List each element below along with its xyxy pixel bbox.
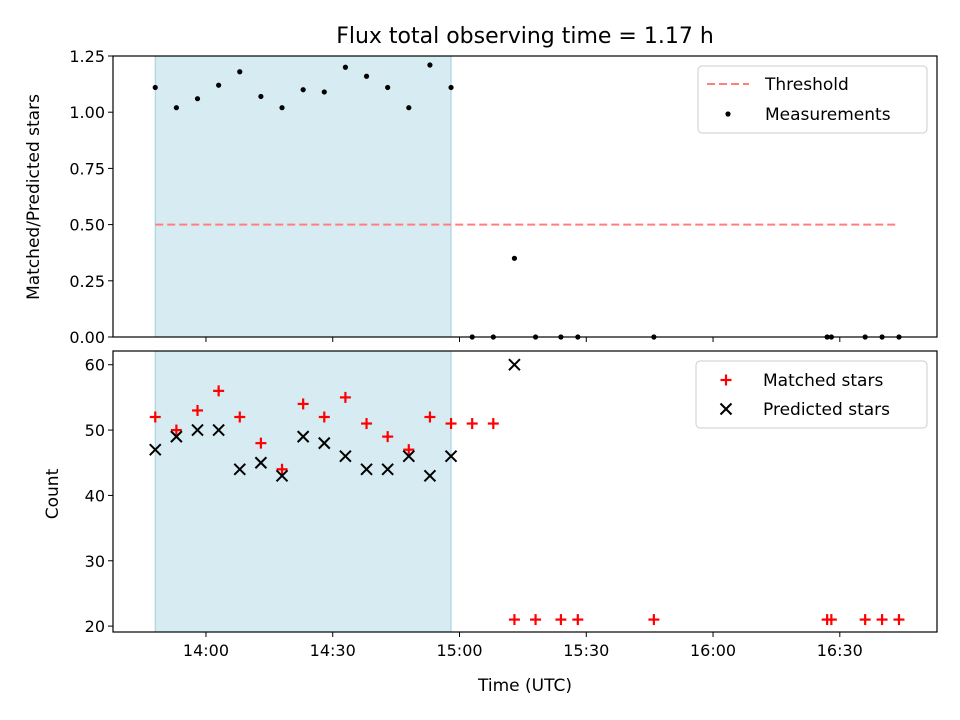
panel-2-series-2-point-6-b: [254, 456, 268, 469]
panel-2-ytick-label-2: 30: [85, 552, 105, 571]
panel-2-observing-window: [154, 350, 452, 633]
panel-2-series-2-point-15-b: [444, 450, 458, 463]
panel-1-legend-threshold-label: Threshold: [764, 75, 849, 95]
panel-2-xtick-label-2: 14:30: [310, 641, 356, 660]
panel-1-series-1-point-5: [237, 69, 243, 75]
panel-2-series-2-point-12-b: [381, 463, 394, 476]
panel-1-series-1-point-4: [216, 82, 222, 88]
panel-2-ytick-label-1: 20: [85, 617, 105, 636]
panel-1-series-1-point-10: [342, 64, 349, 70]
x-axis-label: Time (UTC): [477, 676, 572, 696]
panel-2-legend-predicted-swatch-b: [719, 402, 733, 416]
panel-1-ytick-label-4: 0.75: [69, 159, 105, 178]
panel-2-series-2-point-11-b: [360, 463, 373, 476]
panel-1-ytick-label-2: 0.25: [69, 272, 105, 291]
bottom-y-axis-label: Count: [43, 468, 63, 519]
panel-2-xtick-label-6: 16:30: [817, 641, 863, 660]
panel-1-series-1-point-11: [363, 73, 370, 79]
panel-1-series-1-point-9: [321, 89, 327, 95]
panel-1-legend-measurements-label: Measurements: [765, 105, 891, 125]
panel-2-series-2-point-10-b: [339, 450, 352, 463]
panel-1-observing-window: [154, 55, 452, 338]
panel-2-series-2-point-8-b: [296, 430, 310, 443]
panel-1-series-1-point-1: [152, 84, 158, 91]
panel-2-xtick-label-5: 16:00: [690, 641, 736, 660]
panel-2-legend-matched-label: Matched stars: [763, 371, 883, 391]
panel-2-series-2-point-16-b: [508, 358, 521, 371]
panel-2-xtick-label-4: 15:30: [563, 641, 609, 660]
panel-2-series-2-point-3-b: [191, 423, 204, 437]
panel-1-ytick-label-6: 1.25: [69, 47, 105, 66]
panel-2-ytick-label-4: 50: [85, 421, 105, 440]
chart-title: Flux total observing time = 1.17 h: [336, 24, 714, 49]
panel-1-ytick-label-1: 0.00: [69, 328, 105, 347]
panel-1-series-1-point-8: [300, 87, 306, 93]
panel-1-series-1-point-3: [194, 96, 201, 102]
panel-1-series-1-point-2: [173, 105, 179, 111]
panel-1-series-1-point-6: [258, 93, 264, 100]
panel-1-ytick-label-3: 0.50: [69, 216, 105, 235]
panel-1-legend: [697, 65, 928, 134]
panel-1-ytick-label-5: 1.00: [69, 103, 105, 122]
panel-1-series-1-point-13: [406, 105, 412, 111]
panel-2-xtick-label-3: 15:00: [436, 641, 482, 660]
panel-2-series-2-point-5-b: [233, 463, 246, 476]
panel-2-ytick-label-3: 40: [85, 486, 105, 505]
panel-2-series-2-point-9-b: [318, 436, 331, 450]
panel-1-series-1-point-15: [448, 84, 454, 91]
panel-2-frame: [112, 350, 938, 633]
panel-1-series-1-point-14: [427, 62, 433, 68]
panel-1-series-1-point-18: [511, 255, 518, 261]
panel-2-series-2-point-14-b: [423, 469, 437, 483]
panel-1-frame: [112, 55, 938, 338]
panel-2-legend-predicted-label: Predicted stars: [763, 400, 890, 420]
top-y-axis-label: Matched/Predicted stars: [24, 94, 44, 300]
panel-1-series-1-point-12: [385, 84, 391, 91]
panel-1-series-1-point-7: [279, 105, 285, 111]
panel-2-xtick-label-1: 14:00: [183, 641, 229, 660]
panel-2-series-2-point-7-b: [275, 469, 289, 483]
panel-2-series-2-point-1-b: [149, 443, 162, 456]
panel-2-series-2-point-4-b: [212, 423, 225, 437]
panel-1-legend-measurements-swatch: [725, 111, 731, 117]
panel-2-ytick-label-5: 60: [85, 356, 105, 375]
panel-2-legend: [695, 360, 928, 429]
panel-2-series-2-point-13-b: [402, 450, 416, 463]
panel-2-series-2-point-2-b: [170, 430, 183, 443]
